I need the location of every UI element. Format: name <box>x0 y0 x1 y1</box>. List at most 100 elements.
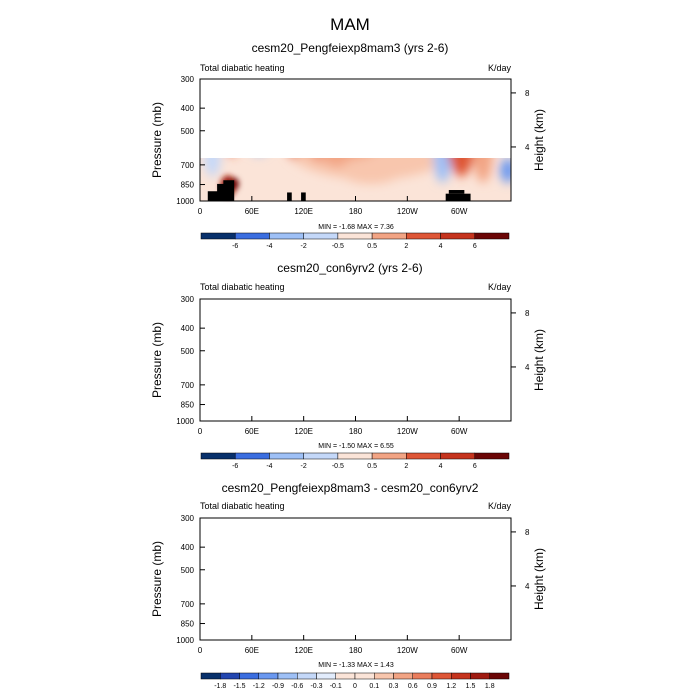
y-tick-label: 850 <box>181 401 195 410</box>
field-blob <box>295 521 311 600</box>
land-mask <box>208 400 471 421</box>
field-detail-layer <box>223 516 461 638</box>
field-blob <box>309 302 328 381</box>
field-blob <box>223 88 239 143</box>
field-blob <box>338 518 354 591</box>
colorbar-label: 0.9 <box>427 683 437 690</box>
x-tick-label: 180 <box>349 207 363 216</box>
field-blob <box>474 530 493 603</box>
field-blob <box>500 158 511 183</box>
colorbar-box <box>297 672 317 680</box>
min-max-stats: MIN = -1.68 MAX = 7.36 <box>318 224 394 231</box>
colorbar-box <box>200 452 236 460</box>
colorbar-box <box>200 672 221 680</box>
colorbar-box <box>234 232 270 240</box>
field-blob <box>223 308 239 363</box>
y-tick-label: 500 <box>181 347 195 356</box>
x-tick-label: 60E <box>245 427 259 436</box>
x-tick-label: 120E <box>294 207 313 216</box>
colorbar-box <box>440 232 476 240</box>
field-blob <box>314 86 323 141</box>
field-blob <box>339 158 403 184</box>
colorbar-label: 1.5 <box>466 683 476 690</box>
y-tick-label: 700 <box>181 381 195 390</box>
field-blob <box>449 158 474 177</box>
colorbar-label: -6 <box>232 243 238 250</box>
right-tick-label: 4 <box>525 143 530 152</box>
colorbar-box <box>303 232 339 240</box>
field-blob <box>315 345 371 388</box>
field-blob <box>286 333 457 400</box>
colorbar-box <box>269 232 304 240</box>
colorbar-box <box>451 672 471 680</box>
y-tick-label: 850 <box>181 181 195 190</box>
field-blob <box>360 520 369 569</box>
field-blob <box>317 530 333 603</box>
field-blob <box>205 360 221 397</box>
colorbar: -6 -4 -2 -0.5 0.5 2 4 6 <box>200 232 510 250</box>
field-blob <box>385 86 432 141</box>
field-blob <box>288 302 299 369</box>
x-tick-label: 120W <box>397 646 418 655</box>
colorbar-label: 1.8 <box>485 683 495 690</box>
heatmap-field <box>200 515 511 640</box>
field-blob <box>393 314 424 353</box>
panel-3: cesm20_Pengfeiexp8mam3 - cesm20_con6yrv2… <box>150 481 546 690</box>
colorbar-box <box>354 672 375 680</box>
right-tick-label: 8 <box>525 89 530 98</box>
x-tick-label: 60W <box>451 207 468 216</box>
land-block <box>223 619 234 640</box>
field-blob <box>356 515 375 594</box>
colorbar-box <box>474 232 510 240</box>
x-tick-label: 60W <box>451 646 468 655</box>
field-blob <box>427 539 446 606</box>
field-smooth-layer <box>205 293 516 404</box>
colorbar-box <box>239 672 259 680</box>
colorbar-label: -2 <box>301 463 307 470</box>
field-blob <box>317 158 363 162</box>
y-tick-label: 500 <box>181 127 195 136</box>
colorbar-label: 4 <box>439 243 443 250</box>
field-blob <box>209 518 234 603</box>
field-blob <box>204 158 221 177</box>
colorbar-box <box>474 452 510 460</box>
land-block <box>208 411 227 421</box>
heatmap-field <box>200 293 516 421</box>
variable-label: Total diabatic heating <box>200 282 285 292</box>
land-block <box>217 623 229 640</box>
y-tick-label: 400 <box>181 324 195 333</box>
field-blob <box>500 378 516 402</box>
right-axis-label: Height (km) <box>532 548 546 610</box>
colorbar-label: 6 <box>473 243 477 250</box>
y-tick-label: 300 <box>181 295 195 304</box>
field-blob <box>258 539 280 606</box>
panel-1: cesm20_Pengfeiexp8mam3 (yrs 2-6) Total di… <box>150 41 546 250</box>
colorbar-box <box>406 232 441 240</box>
field-blob <box>288 82 299 149</box>
colorbar-box <box>258 672 279 680</box>
land-block <box>208 630 227 640</box>
colorbar-box <box>200 232 236 240</box>
colorbar-box <box>371 452 407 460</box>
field-blob <box>220 395 236 417</box>
field-blob <box>278 515 290 582</box>
y-tick-label: 700 <box>181 600 195 609</box>
y-tick-label: 1000 <box>176 417 194 426</box>
colorbar-label: -2 <box>301 243 307 250</box>
field-blob <box>281 516 287 565</box>
field-blob <box>393 94 424 133</box>
field-blob <box>230 398 239 410</box>
land-block <box>449 629 465 633</box>
colorbar-label: -1.8 <box>214 683 226 690</box>
colorbar-box <box>406 452 441 460</box>
colorbar-label: 0.5 <box>367 243 377 250</box>
land-block <box>446 633 471 640</box>
right-axis-label: Height (km) <box>532 329 546 391</box>
colorbar-label: 1.2 <box>446 683 456 690</box>
colorbar-box <box>234 452 270 460</box>
min-max-stats: MIN = -1.50 MAX = 6.55 <box>318 443 394 450</box>
land-mask <box>208 619 471 640</box>
field-blob <box>453 312 462 349</box>
field-smooth-layer <box>204 86 511 184</box>
